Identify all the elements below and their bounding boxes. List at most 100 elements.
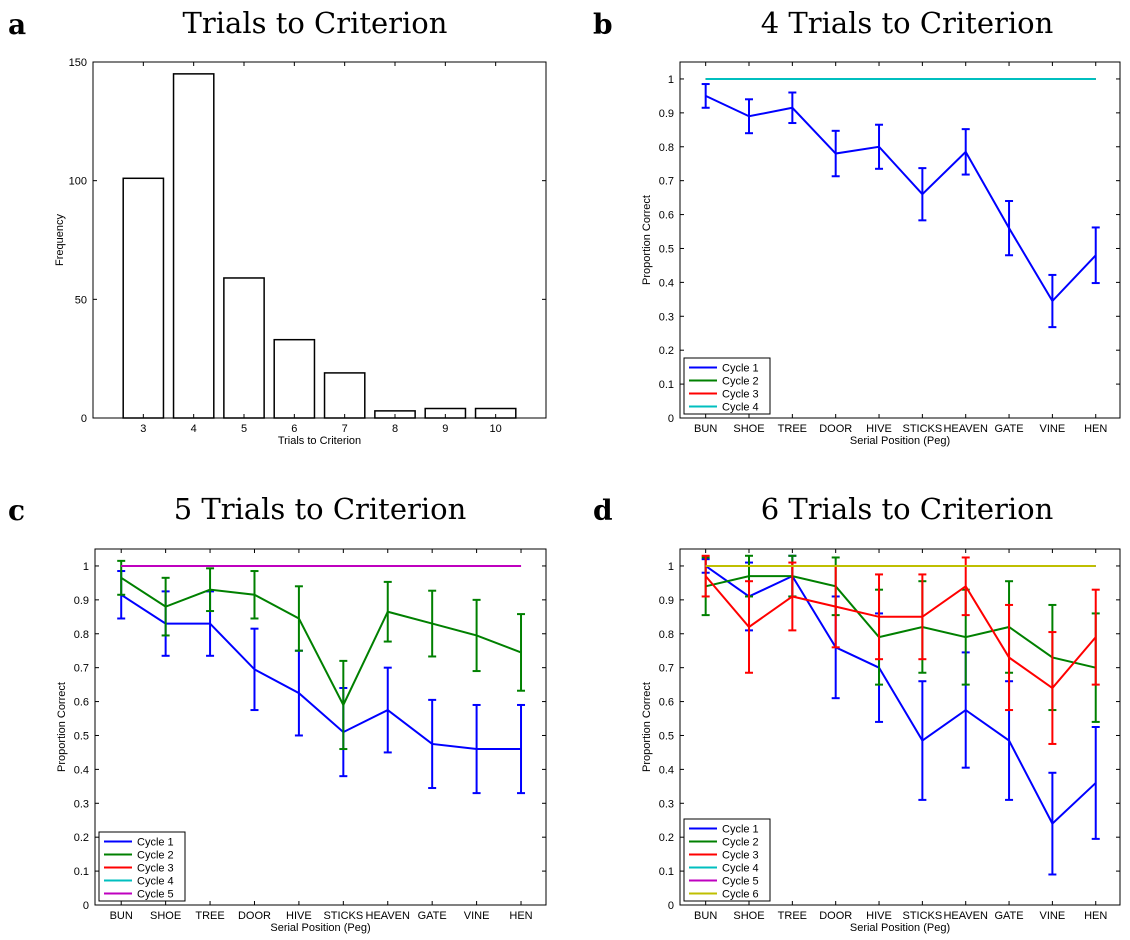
- legend-label: Cycle 1: [722, 363, 759, 375]
- legend-label: Cycle 4: [722, 863, 759, 875]
- panel-letter-c: c: [8, 494, 25, 527]
- x-tick-label: STICKS: [903, 423, 943, 435]
- x-axis-label: Serial Position (Peg): [850, 435, 950, 447]
- plot-area: BUN SHOE TREE DOOR HIVE STICKS HEAVEN GATE VINE H…: [56, 548, 547, 934]
- y-tick-label: 0.7: [74, 663, 89, 675]
- panel-d: d 6 Trials to Criterion BUN SHOE TREE DOOR H…: [593, 492, 1121, 934]
- series-line: [705, 94, 1097, 303]
- panel-b: b 4 Trials to Criterion BUN SHOE TREE DOOR H…: [593, 6, 1121, 447]
- plot-area: BUN SHOE TREE DOOR HIVE STICKS HEAVEN GATE VINE H…: [641, 61, 1121, 447]
- y-tick-label: 0.3: [74, 798, 89, 810]
- y-tick-label: 0.6: [74, 697, 89, 709]
- x-tick-label: DOOR: [238, 910, 271, 922]
- bar: [273, 338, 316, 419]
- y-tick-label: 0.1: [659, 379, 674, 391]
- y-tick-label: 1: [668, 561, 674, 573]
- y-tick-label: 0.1: [659, 866, 674, 878]
- legend-label: Cycle 4: [722, 402, 759, 414]
- y-tick-label: 0: [81, 413, 87, 425]
- x-tick-label: 8: [392, 423, 398, 435]
- x-tick-label: TREE: [195, 910, 224, 922]
- x-tick-label: GATE: [994, 423, 1023, 435]
- y-axis-label: Proportion Correct: [641, 682, 653, 772]
- x-axis-label: Trials to Criterion: [278, 435, 361, 447]
- y-tick-label: 0.3: [659, 311, 674, 323]
- x-tick-label: HEN: [1084, 423, 1107, 435]
- x-tick-label: HEN: [1084, 910, 1107, 922]
- y-tick-label: 0.8: [659, 142, 674, 154]
- x-tick-label: DOOR: [819, 423, 852, 435]
- x-tick-label: VINE: [1040, 910, 1066, 922]
- series-line: [705, 565, 1097, 826]
- y-tick-label: 0.3: [659, 798, 674, 810]
- x-tick-label: 6: [291, 423, 297, 435]
- x-tick-label: SHOE: [733, 910, 764, 922]
- x-tick-label: 7: [342, 423, 348, 435]
- y-tick-label: 0.5: [659, 243, 674, 255]
- x-tick-label: HIVE: [866, 910, 892, 922]
- x-tick-label: HEAVEN: [943, 423, 987, 435]
- x-tick-label: 9: [442, 423, 448, 435]
- y-tick-label: 0: [83, 900, 89, 912]
- series-line: [120, 593, 522, 751]
- y-tick-label: 0: [668, 900, 674, 912]
- legend-label: Cycle 4: [137, 876, 174, 888]
- x-tick-label: 3: [140, 423, 146, 435]
- y-tick-label: 0.9: [659, 108, 674, 120]
- x-axis-label: Serial Position (Peg): [850, 922, 950, 934]
- x-tick-label: 10: [490, 423, 502, 435]
- y-tick-label: 0.2: [659, 345, 674, 357]
- x-tick-label: VINE: [1040, 423, 1066, 435]
- y-tick-label: 0.7: [659, 663, 674, 675]
- x-tick-label: BUN: [694, 910, 717, 922]
- chart-title: Trials to Criterion: [183, 6, 448, 40]
- legend-label: Cycle 2: [137, 850, 174, 862]
- series-line: [120, 576, 522, 708]
- y-tick-label: 0.5: [74, 730, 89, 742]
- y-tick-label: 1: [83, 561, 89, 573]
- legend-label: Cycle 1: [137, 837, 174, 849]
- y-tick-label: 0.2: [659, 832, 674, 844]
- x-tick-label: HIVE: [286, 910, 312, 922]
- y-tick-label: 0.6: [659, 697, 674, 709]
- y-tick-label: 0.8: [74, 629, 89, 641]
- x-tick-label: STICKS: [903, 910, 943, 922]
- x-axis-label: Serial Position (Peg): [270, 922, 370, 934]
- x-tick-label: STICKS: [323, 910, 363, 922]
- x-tick-label: VINE: [464, 910, 490, 922]
- legend-label: Cycle 5: [722, 876, 759, 888]
- plot-area: BUN SHOE TREE DOOR HIVE STICKS HEAVEN GATE VINE H…: [641, 548, 1121, 934]
- y-axis-label: Frequency: [54, 214, 66, 266]
- x-tick-label: SHOE: [733, 423, 764, 435]
- y-tick-label: 100: [69, 176, 87, 188]
- y-tick-label: 0.8: [659, 629, 674, 641]
- panel-a: a Trials to Criterion 3 4 5 6 7 8 9 10050100150…: [8, 6, 547, 447]
- panel-c: c 5 Trials to Criterion BUN SHOE TREE DOOR H…: [8, 492, 547, 934]
- y-tick-label: 0.7: [659, 176, 674, 188]
- panel-letter-b: b: [593, 8, 613, 41]
- y-tick-label: 0.4: [74, 764, 89, 776]
- y-tick-label: 0.4: [659, 277, 674, 289]
- x-tick-label: BUN: [110, 910, 133, 922]
- x-tick-label: HEAVEN: [366, 910, 410, 922]
- y-tick-label: 1: [668, 74, 674, 86]
- y-tick-label: 0.6: [659, 210, 674, 222]
- bar: [172, 73, 215, 419]
- x-tick-label: HEN: [509, 910, 532, 922]
- x-tick-label: HEAVEN: [943, 910, 987, 922]
- x-tick-label: TREE: [778, 910, 807, 922]
- legend-label: Cycle 3: [722, 389, 759, 401]
- chart-title: 5 Trials to Criterion: [174, 492, 467, 526]
- legend-label: Cycle 3: [722, 850, 759, 862]
- x-tick-label: 5: [241, 423, 247, 435]
- x-tick-label: BUN: [694, 423, 717, 435]
- y-tick-label: 0.1: [74, 866, 89, 878]
- series-line: [705, 575, 1096, 669]
- bar: [223, 277, 265, 419]
- panel-letter-d: d: [593, 494, 613, 527]
- y-tick-label: 0.4: [659, 764, 674, 776]
- chart-title: 4 Trials to Criterion: [761, 6, 1054, 40]
- y-tick-label: 0.2: [74, 832, 89, 844]
